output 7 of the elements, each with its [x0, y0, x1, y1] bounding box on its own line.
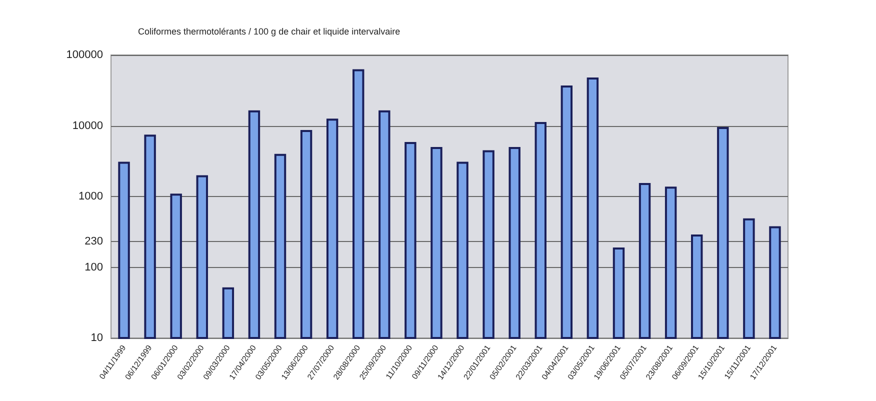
y-tick-label: 100000: [66, 49, 103, 61]
y-tick-label: 100: [84, 261, 103, 274]
y-tick-label: 230: [84, 236, 103, 248]
y-tick-label: 10: [90, 332, 103, 344]
chart-title: Coliformes thermotolérants / 100 g de chair et liquide intervalvaire: [138, 26, 400, 36]
y-tick-label: 10000: [72, 120, 103, 132]
y-tick-label: 1000: [78, 190, 103, 202]
